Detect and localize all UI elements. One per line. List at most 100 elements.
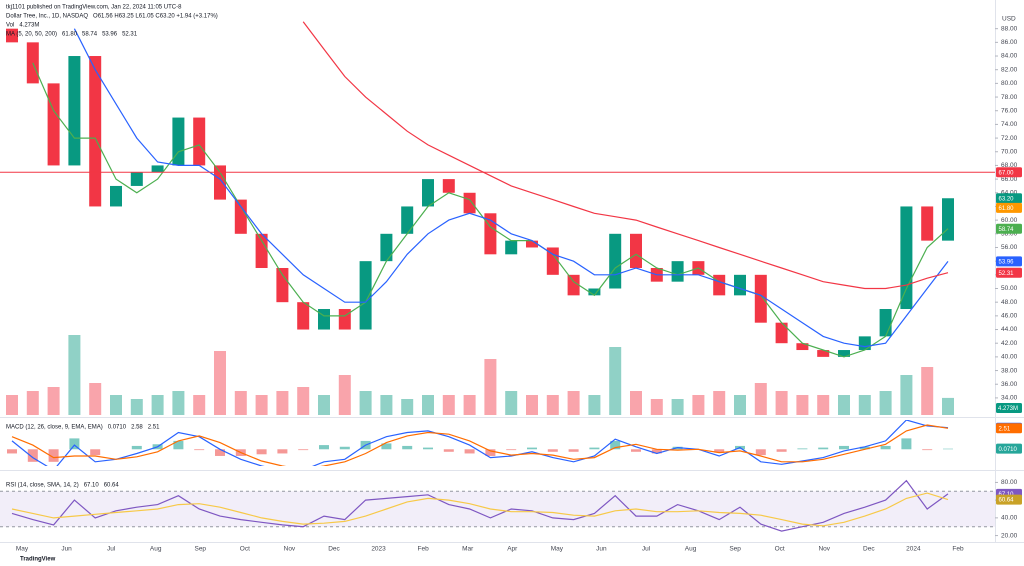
volume-bar (546, 395, 559, 415)
y-tick-label: 86.00 (1001, 39, 1018, 46)
candle (297, 302, 310, 330)
rsi-band (0, 491, 995, 527)
y-tick-label: 88.00 (1001, 25, 1018, 32)
volume-bar (484, 359, 497, 415)
price-badge (996, 423, 1022, 434)
candle (546, 247, 559, 275)
candle (89, 56, 102, 207)
x-tick-label: Dec (328, 546, 340, 553)
legend-text: 67.10 (84, 483, 100, 489)
candle (318, 309, 330, 330)
indicator-line (11, 479, 949, 532)
price-badge-label: 67.00 (999, 170, 1015, 176)
volume-bar (359, 391, 372, 415)
x-tick-label: Jul (107, 546, 116, 553)
candle (567, 274, 580, 296)
y-tick-label: 68.00 (1001, 162, 1018, 169)
macd-histogram (69, 438, 80, 450)
macd-histogram (714, 449, 725, 453)
macd-histogram (922, 449, 933, 451)
x-tick-label: Oct (240, 546, 250, 553)
volume-badge-label: 4.273M (998, 406, 1018, 412)
candle (609, 233, 622, 289)
volume-bar (110, 395, 122, 415)
price-badge (996, 193, 1022, 204)
macd-histogram (256, 449, 267, 455)
volume-bar (838, 395, 850, 415)
candle (921, 206, 934, 241)
volume-bar (567, 391, 580, 415)
price-badge-label: 2.51 (999, 426, 1011, 432)
volume-bar (463, 395, 476, 415)
indicator-line (32, 62, 949, 358)
macd-histogram (298, 449, 309, 451)
legend-text: 2.58 (131, 425, 143, 431)
volume-bar (26, 391, 39, 415)
price-badge (996, 223, 1022, 234)
x-tick-label: Nov (818, 546, 830, 553)
x-tick-label: Feb (418, 546, 430, 553)
volume-bar (68, 335, 81, 415)
indicator-line (11, 424, 949, 466)
volume-bar (193, 395, 206, 415)
legend-text: RSI (14, close, SMA, 14, 2) (6, 483, 79, 489)
y-tick-label: 78.00 (1001, 94, 1018, 101)
macd-histogram (423, 447, 433, 450)
y-tick-label: 56.00 (1001, 244, 1018, 251)
volume-bar (89, 383, 102, 415)
price-badge-label: 0.0710 (999, 447, 1018, 453)
macd-histogram (568, 449, 579, 452)
x-tick-label: May (16, 546, 29, 553)
x-tick-label: Mar (462, 546, 474, 553)
macd-histogram (464, 449, 475, 454)
legend-text: 53.96 (102, 32, 118, 38)
legend-text: 52.31 (122, 32, 138, 38)
y-tick-label: 40.00 (1001, 515, 1018, 522)
price-badge (996, 267, 1022, 278)
candle (422, 179, 434, 207)
macd-histogram (839, 445, 849, 450)
candle (47, 83, 60, 166)
macd-histogram (485, 449, 496, 456)
volume-bar (276, 391, 289, 415)
macd-histogram (215, 449, 225, 456)
price-badge (996, 167, 1022, 178)
volume-bar (796, 395, 809, 415)
macd-histogram (173, 440, 184, 450)
y-tick-label: 42.00 (1001, 340, 1018, 347)
volume-bar (692, 395, 705, 415)
candle (68, 56, 81, 166)
candle (588, 288, 601, 296)
price-badge-label: 60.64 (999, 498, 1015, 504)
publisher: tkj1101 published on TradingView.com, Ja… (6, 5, 182, 11)
macd-histogram (943, 448, 953, 450)
y-tick-label: 82.00 (1001, 66, 1018, 73)
y-tick-label: 66.00 (1001, 176, 1018, 183)
y-tick-label: 38.00 (1001, 367, 1018, 374)
x-tick-label: 2024 (906, 546, 921, 553)
volume-bar (630, 391, 642, 415)
candle (151, 165, 164, 173)
candle (110, 185, 122, 207)
volume-bar (401, 399, 414, 415)
pane (6, 335, 954, 415)
volume-bar (338, 375, 351, 415)
y-tick-label: 74.00 (1001, 121, 1018, 128)
macd-histogram (589, 447, 600, 450)
volume-badge (996, 403, 1022, 413)
x-tick-label: Apr (507, 546, 518, 553)
indicator-line (302, 21, 949, 290)
candle (380, 233, 393, 262)
macd-histogram (631, 449, 641, 452)
candle (630, 233, 642, 268)
macd-histogram (527, 447, 537, 450)
candle (754, 274, 767, 323)
macd-histogram (776, 449, 787, 452)
macd-histogram (90, 449, 101, 456)
volume-bar (942, 397, 954, 415)
macd-histogram (818, 447, 829, 450)
candle (734, 274, 746, 296)
candle (775, 322, 788, 344)
indicator-line (73, 28, 949, 348)
